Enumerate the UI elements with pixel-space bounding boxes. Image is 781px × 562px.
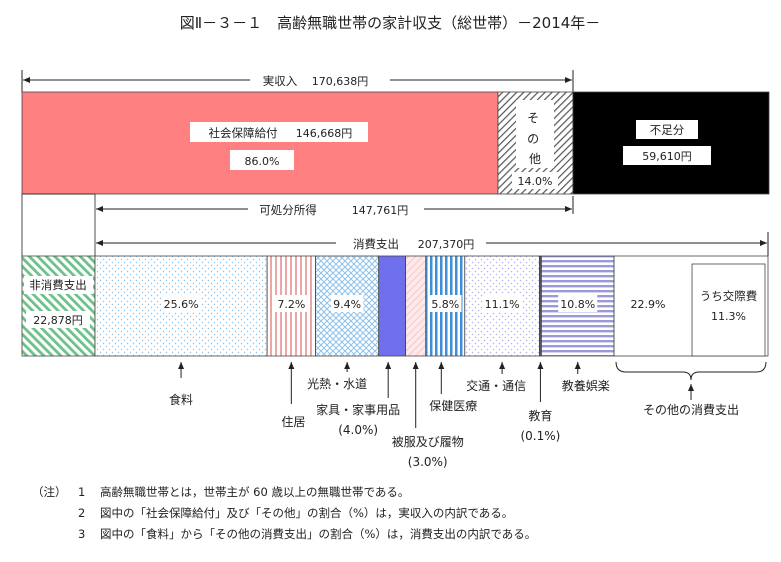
social-amount: 146,668円 [296,127,353,140]
callout-label-other: その他の消費支出 [643,402,739,417]
non-consumption-amount: 22,878円 [33,314,83,327]
callout-brace-other [615,361,767,381]
category-segments: 25.6% 7.2% 9.4% 5.8% 11.1% 10.8% 22.9% うち交際費 11.… [94,255,769,357]
category-subsegment-entertainment [691,263,766,357]
callout-pct-clothing: (3.0%) [408,455,448,469]
social-label: 社会保障給付 [209,126,278,140]
note-row: （注） 1 高齢無職世帯とは，世帯主が 60 歳以上の無職世帯である。 [32,482,536,503]
deficit-label: 不足分 [650,123,685,137]
category-pct-backing [275,295,308,312]
callout-label-clothing: 被服及び履物 [392,435,464,449]
category-pct-backing [558,295,598,312]
expenditure-span: 消費支出 207,370円 [96,232,769,256]
callout-pct-furniture: (4.0%) [338,423,378,437]
callout-label-recreation: 教養娯楽 [562,378,610,393]
callout-label-food: 食料 [169,392,193,407]
category-pct-backing [429,295,462,312]
category-pct-backing [330,295,364,312]
category-pct-medical: 5.8% [431,298,459,311]
income-bar: 社会保障給付 146,668円 86.0% そ の 他 14.0% 不足分 59… [21,91,770,195]
category-segment-clothing [405,255,427,357]
category-pct-transport: 11.1% [485,298,520,311]
callout-label-education: 教育 [528,408,552,423]
subsegment-label: うち交際費 [700,289,758,303]
notes-lead: （注） [32,485,67,499]
income-label: 実収入 [263,74,298,88]
notes: （注） 1 高齢無職世帯とは，世帯主が 60 歳以上の無職世帯である。 2 図中の「社… [32,482,536,545]
note-row: 2 図中の「社会保障給付」及び「その他」の割合（%）は，実収入の内訳である。 [32,503,536,524]
income-total: 170,638円 [312,75,369,88]
callout-label-utilities: 光熱・水道 [307,377,367,391]
non-consumption-segment [21,255,96,357]
note-number: 3 [78,527,86,541]
disposable-span: 可処分所得 147,761円 [96,196,574,217]
callout-label-medical: 保健医療 [429,399,477,413]
expenditure-label: 消費支出 [353,237,399,251]
category-pct-food: 25.6% [164,298,199,311]
subsegment-pct: 11.3% [711,310,746,323]
category-pct-housing: 7.2% [277,298,305,311]
income-segment-social [21,91,499,195]
note-number: 2 [78,506,86,520]
other-income-label: そ の 他 [527,111,543,166]
expenditure-bar: 非消費支出 22,878円 25.6% 7.2% 9.4% 5.8% 11.1% 10.8… [21,255,769,469]
income-span: 実収入 170,638円 [21,70,574,92]
category-pct-backing [161,295,201,312]
callout-label-furniture: 家具・家事用品 [316,402,400,417]
callout-label-housing: 住居 [281,415,305,429]
disposable-amount: 147,761円 [352,204,409,217]
chart-title: 図Ⅱ－３－１ 高齢無職世帯の家計収支（総世帯）－2014年－ [180,14,601,32]
other-income-pct: 14.0% [518,175,553,188]
category-pct-recreation: 10.8% [560,298,595,311]
note-number: 1 [78,485,86,499]
note-row: 3 図中の「食料」から「その他の消費支出」の割合（%）は，消費支出の内訳である。 [32,524,536,545]
social-pct: 86.0% [245,155,280,168]
category-pct-utilities: 9.4% [333,298,361,311]
category-pct-other: 22.9% [631,298,666,311]
non-consumption-label: 非消費支出 [29,278,87,292]
deficit-amount: 59,610円 [642,150,692,163]
disposable-label: 可処分所得 [259,203,317,217]
note-text: 図中の「食料」から「その他の消費支出」の割合（%）は，消費支出の内訳である。 [100,527,537,541]
note-text: 図中の「社会保障給付」及び「その他」の割合（%）は，実収入の内訳である。 [100,506,514,520]
income-segment-deficit [572,91,770,195]
callout-label-transport: 交通・通信 [466,378,526,393]
expenditure-total: 207,370円 [418,238,475,251]
category-segment-furniture [378,255,407,357]
callout-pct-education: (0.1%) [520,429,560,443]
category-pct-backing [628,295,668,312]
category-pct-backing [482,295,522,312]
note-text: 高齢無職世帯とは，世帯主が 60 歳以上の無職世帯である。 [100,485,410,499]
